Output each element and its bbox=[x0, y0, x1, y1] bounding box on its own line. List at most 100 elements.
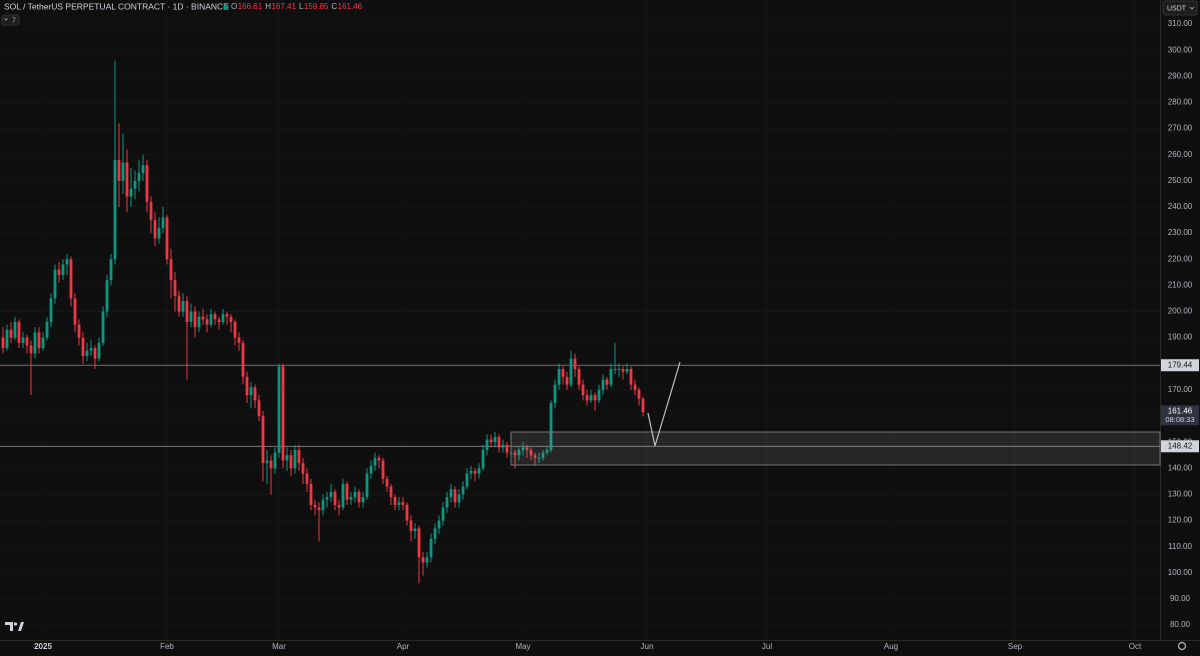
candle-body bbox=[189, 311, 193, 322]
candle-body bbox=[361, 497, 365, 503]
candle-body bbox=[421, 557, 425, 563]
ohlc-letter: L bbox=[299, 2, 304, 11]
price-tag-label: 148.42 bbox=[1168, 441, 1193, 450]
candle-body bbox=[505, 444, 509, 453]
candle-body bbox=[241, 342, 245, 377]
chevron-icon bbox=[4, 18, 8, 21]
candle-body bbox=[537, 457, 541, 459]
candle-body bbox=[525, 447, 529, 451]
candle-body bbox=[21, 337, 25, 343]
candle-body bbox=[133, 180, 137, 189]
candle-body bbox=[437, 520, 441, 529]
candle-body bbox=[381, 460, 385, 479]
candle-body bbox=[253, 387, 257, 401]
y-tick-label: 90.00 bbox=[1170, 594, 1191, 603]
settings-icon[interactable] bbox=[1177, 641, 1187, 651]
candle-body bbox=[277, 366, 281, 453]
candle-body bbox=[545, 450, 549, 453]
candle-body bbox=[377, 457, 381, 461]
candle-body bbox=[429, 538, 433, 558]
candle-body bbox=[637, 389, 641, 399]
candle-body bbox=[597, 389, 601, 401]
last-price-label: 161.46 bbox=[1168, 406, 1193, 415]
candle-body bbox=[617, 368, 621, 370]
x-tick-label: Jun bbox=[641, 642, 654, 651]
candle-body bbox=[181, 301, 185, 312]
candle-body bbox=[473, 470, 477, 474]
candle-body bbox=[213, 314, 217, 320]
candle-body bbox=[521, 447, 525, 451]
x-tick-label: Oct bbox=[1129, 642, 1142, 651]
candle-body bbox=[69, 259, 73, 299]
y-tick-label: 310.00 bbox=[1168, 19, 1193, 28]
demand-zone bbox=[510, 431, 1161, 466]
candle-body bbox=[29, 345, 33, 354]
candle-body bbox=[309, 483, 313, 505]
candle-body bbox=[57, 269, 61, 275]
candle-body bbox=[281, 366, 285, 461]
ohlc-letter: O bbox=[231, 2, 237, 11]
candle-body bbox=[337, 504, 341, 508]
candle-body bbox=[53, 269, 57, 299]
candle-body bbox=[457, 494, 461, 503]
candle-body bbox=[405, 504, 409, 521]
candle-body bbox=[1, 337, 5, 349]
candle-body bbox=[65, 259, 69, 265]
x-tick-label: 2025 bbox=[34, 642, 52, 651]
x-tick-label: Apr bbox=[397, 642, 410, 651]
candle-body bbox=[461, 486, 465, 495]
candle-body bbox=[237, 337, 241, 343]
y-tick-label: 120.00 bbox=[1168, 516, 1193, 525]
candle-body bbox=[177, 295, 181, 312]
candle-body bbox=[85, 350, 89, 356]
price-tag bbox=[1161, 359, 1199, 372]
ohlc-value: 159.85 bbox=[304, 2, 329, 11]
y-tick-label: 130.00 bbox=[1168, 490, 1193, 499]
x-tick-label: Mar bbox=[272, 642, 286, 651]
candle-body bbox=[577, 368, 581, 385]
candle-body bbox=[197, 316, 201, 328]
currency-button[interactable] bbox=[1162, 0, 1198, 16]
candle-body bbox=[209, 314, 213, 325]
candle-body bbox=[369, 465, 373, 474]
candle-body bbox=[61, 264, 65, 275]
y-tick-label: 240.00 bbox=[1168, 202, 1193, 211]
candle-body bbox=[529, 450, 533, 456]
candle-body bbox=[165, 217, 169, 260]
candle-body bbox=[513, 452, 517, 456]
y-tick-label: 290.00 bbox=[1168, 71, 1193, 80]
candle-body bbox=[221, 314, 225, 322]
candle-body bbox=[193, 311, 197, 328]
candle-body bbox=[441, 507, 445, 521]
candle-body bbox=[33, 332, 37, 354]
logo-part bbox=[18, 622, 24, 631]
candle-body bbox=[249, 387, 253, 396]
candle-body bbox=[245, 376, 249, 396]
candle-body bbox=[477, 468, 481, 474]
candle-body bbox=[489, 439, 493, 443]
candle-body bbox=[601, 379, 605, 390]
candle-body bbox=[469, 470, 473, 474]
candle-body bbox=[265, 460, 269, 464]
candle-body bbox=[141, 165, 145, 174]
candle-body bbox=[409, 520, 413, 532]
candle-body bbox=[501, 444, 505, 448]
candle-body bbox=[329, 491, 333, 498]
indicator-toggle[interactable] bbox=[1, 14, 20, 26]
candle-body bbox=[17, 321, 21, 343]
candle-body bbox=[77, 324, 81, 338]
candle-body bbox=[9, 329, 13, 338]
candle-body bbox=[453, 489, 457, 503]
candle-body bbox=[569, 358, 573, 385]
candle-body bbox=[389, 486, 393, 498]
candle-body bbox=[357, 491, 361, 503]
candle-body bbox=[333, 491, 337, 505]
candle-body bbox=[433, 528, 437, 539]
candle-body bbox=[397, 502, 401, 505]
y-tick-label: 210.00 bbox=[1168, 280, 1193, 289]
candle-body bbox=[565, 376, 569, 385]
candle-body bbox=[273, 452, 277, 469]
candle-body bbox=[117, 159, 121, 181]
candle-body bbox=[101, 311, 105, 343]
